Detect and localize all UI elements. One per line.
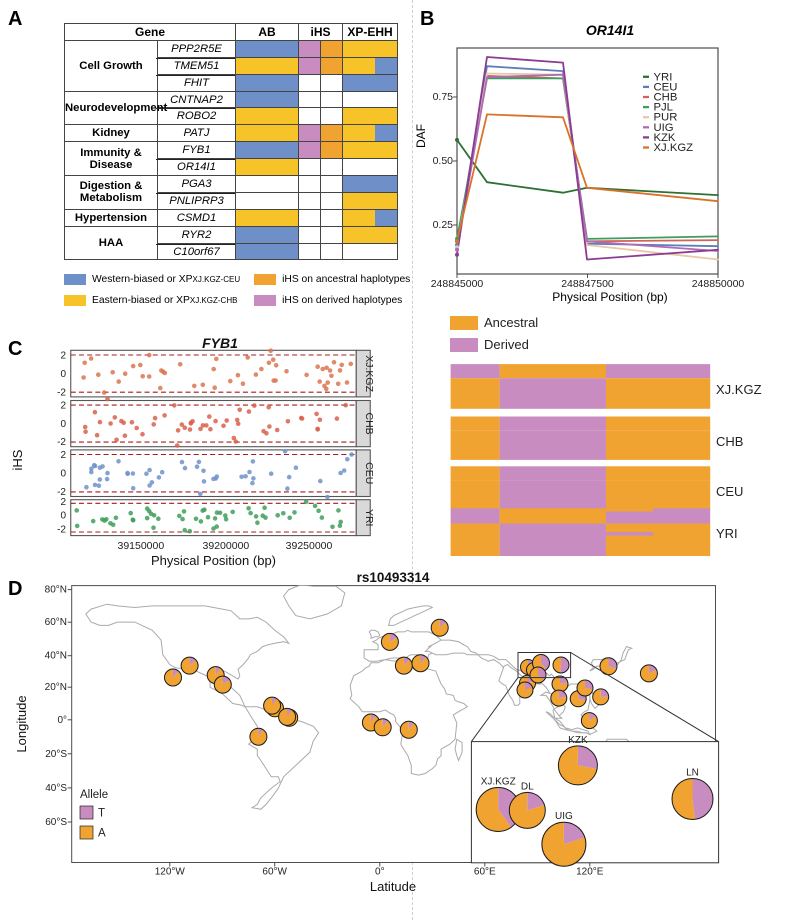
svg-text:XJ.KGZ: XJ.KGZ	[654, 142, 694, 154]
svg-text:39250000: 39250000	[286, 540, 333, 552]
svg-text:DL: DL	[521, 781, 534, 792]
svg-text:2: 2	[60, 401, 66, 412]
svg-text:60°E: 60°E	[474, 867, 496, 878]
svg-text:0.25: 0.25	[433, 219, 454, 231]
svg-text:20°N: 20°N	[45, 682, 67, 693]
svg-text:Longitude: Longitude	[14, 695, 29, 752]
svg-text:60°N: 60°N	[45, 617, 67, 628]
svg-text:KZK: KZK	[568, 735, 588, 746]
svg-text:YRI: YRI	[363, 509, 375, 527]
svg-text:0.50: 0.50	[433, 155, 454, 167]
svg-text:120°W: 120°W	[155, 867, 186, 878]
svg-text:0: 0	[60, 511, 66, 522]
svg-text:39200000: 39200000	[203, 540, 250, 552]
svg-text:Derived: Derived	[484, 337, 529, 352]
svg-text:LN: LN	[686, 768, 699, 779]
svg-text:-2: -2	[57, 487, 66, 498]
svg-text:iHS: iHS	[10, 449, 25, 470]
svg-text:2: 2	[60, 351, 66, 362]
svg-text:0: 0	[60, 369, 66, 380]
svg-text:Latitude: Latitude	[370, 879, 416, 894]
svg-text:0°: 0°	[375, 867, 385, 878]
svg-text:80°N: 80°N	[45, 585, 67, 596]
svg-text:Ancestral: Ancestral	[484, 315, 538, 330]
svg-text:248847500: 248847500	[561, 278, 614, 290]
svg-text:CEU: CEU	[716, 484, 743, 499]
svg-text:39150000: 39150000	[117, 540, 164, 552]
svg-text:248850000: 248850000	[692, 278, 745, 290]
svg-text:XJ.KGZ: XJ.KGZ	[363, 355, 375, 392]
svg-text:CEU: CEU	[363, 462, 375, 484]
svg-text:FYB1: FYB1	[202, 335, 238, 351]
svg-text:0: 0	[60, 469, 66, 480]
svg-text:CHB: CHB	[363, 413, 375, 435]
svg-text:-2: -2	[57, 437, 66, 448]
svg-text:YRI: YRI	[716, 526, 738, 541]
svg-text:2: 2	[60, 497, 66, 508]
svg-text:CHB: CHB	[716, 434, 743, 449]
svg-text:XJ.KGZ: XJ.KGZ	[716, 382, 762, 397]
svg-text:60°S: 60°S	[45, 817, 67, 828]
svg-text:A: A	[98, 828, 106, 840]
svg-text:40°S: 40°S	[45, 783, 67, 794]
svg-text:UIG: UIG	[555, 811, 573, 822]
svg-text:248845000: 248845000	[431, 278, 484, 290]
svg-text:120°E: 120°E	[576, 867, 604, 878]
svg-text:20°S: 20°S	[45, 749, 67, 760]
svg-text:Allele: Allele	[80, 789, 108, 801]
svg-text:0°: 0°	[57, 715, 67, 726]
svg-text:40°N: 40°N	[45, 651, 67, 662]
svg-text:2: 2	[60, 450, 66, 461]
svg-text:-2: -2	[57, 387, 66, 398]
svg-text:-2: -2	[57, 524, 66, 535]
svg-text:rs10493314: rs10493314	[357, 570, 430, 585]
svg-text:XJ.KGZ: XJ.KGZ	[481, 777, 516, 788]
svg-text:0.75: 0.75	[433, 91, 454, 103]
svg-text:0: 0	[60, 419, 66, 430]
svg-text:Physical Position (bp): Physical Position (bp)	[151, 553, 276, 568]
svg-text:60°W: 60°W	[262, 867, 287, 878]
svg-text:T: T	[98, 808, 105, 820]
